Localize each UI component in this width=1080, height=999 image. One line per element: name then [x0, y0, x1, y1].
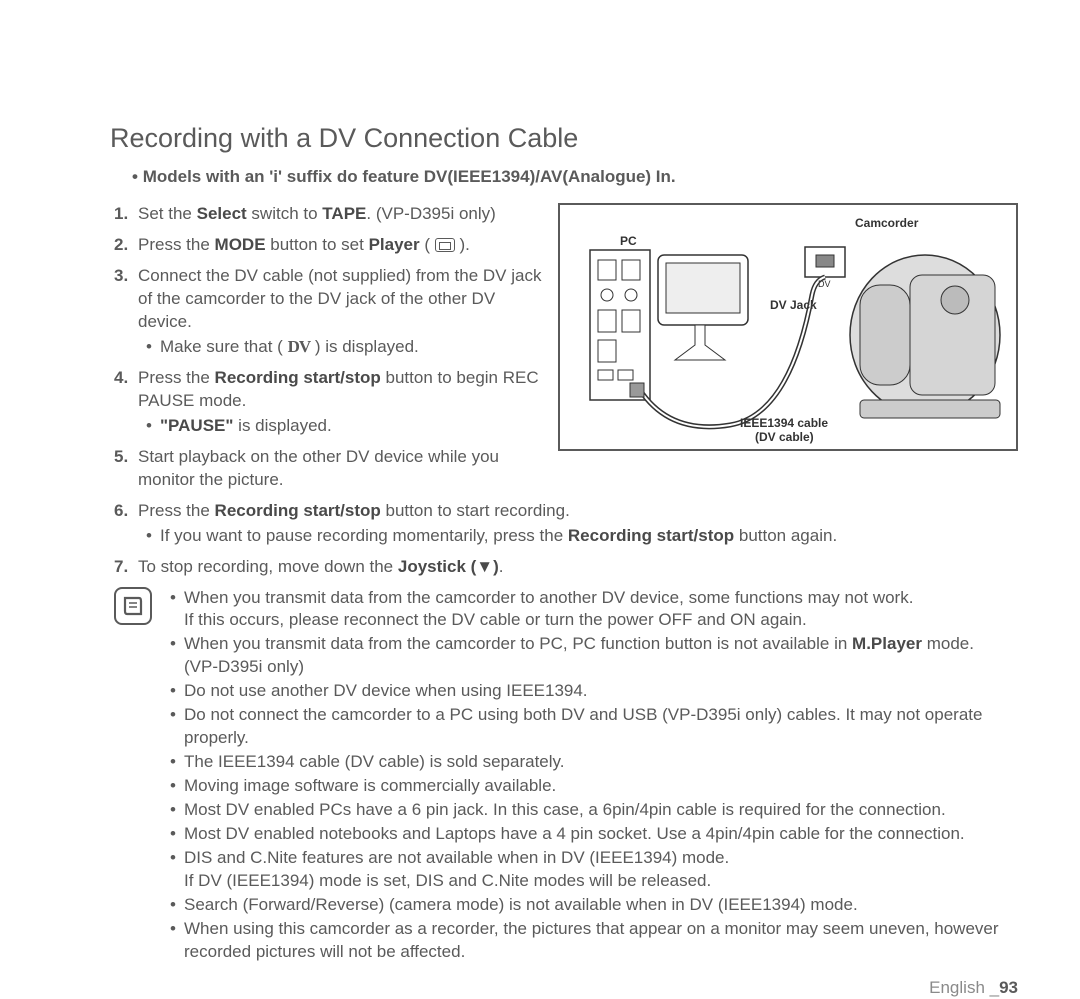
step-4-sub: "PAUSE" is displayed. [138, 415, 544, 438]
notes-list: When you transmit data from the camcorde… [166, 587, 1018, 965]
note-icon [114, 587, 152, 625]
step-7: To stop recording, move down the Joystic… [110, 556, 1018, 579]
step-5: Start playback on the other DV device wh… [110, 446, 544, 492]
note-6: Moving image software is commercially av… [166, 775, 1018, 798]
diagram-label-cable2: (DV cable) [755, 429, 814, 445]
step-3-sub: Make sure that ( DV ) is displayed. [138, 336, 544, 359]
note-5: The IEEE1394 cable (DV cable) is sold se… [166, 751, 1018, 774]
note-11: When using this camcorder as a recorder,… [166, 918, 1018, 964]
note-10: Search (Forward/Reverse) (camera mode) i… [166, 894, 1018, 917]
step-2: Press the MODE button to set Player ( ). [110, 234, 544, 257]
note-8: Most DV enabled notebooks and Laptops ha… [166, 823, 1018, 846]
subtitle: • Models with an 'i' suffix do feature D… [132, 166, 1018, 189]
step-6: Press the Recording start/stop button to… [110, 500, 1018, 548]
player-icon [435, 238, 455, 252]
diagram-column: PC Camcorder DV DV Jack IEEE1394 cable (… [558, 203, 1018, 499]
connection-diagram: PC Camcorder DV DV Jack IEEE1394 cable (… [558, 203, 1018, 451]
steps-column: Set the Select switch to TAPE. (VP-D395i… [110, 203, 544, 499]
diagram-label-camcorder: Camcorder [855, 215, 918, 231]
note-2: When you transmit data from the camcorde… [166, 633, 1018, 679]
note-1: When you transmit data from the camcorde… [166, 587, 1018, 633]
note-9: DIS and C.Nite features are not availabl… [166, 847, 1018, 893]
note-3: Do not use another DV device when using … [166, 680, 1018, 703]
diagram-label-dv: DV [818, 278, 831, 290]
page-footer: English _93 [110, 977, 1018, 999]
diagram-label-pc: PC [620, 233, 637, 249]
note-4: Do not connect the camcorder to a PC usi… [166, 704, 1018, 750]
step-1: Set the Select switch to TAPE. (VP-D395i… [110, 203, 544, 226]
step-6-sub: If you want to pause recording momentari… [138, 525, 1018, 548]
dv-icon: DV [288, 337, 311, 356]
note-7: Most DV enabled PCs have a 6 pin jack. I… [166, 799, 1018, 822]
step-3: Connect the DV cable (not supplied) from… [110, 265, 544, 359]
page-title: Recording with a DV Connection Cable [110, 120, 1018, 156]
step-4: Press the Recording start/stop button to… [110, 367, 544, 438]
diagram-label-dvjack: DV Jack [770, 297, 817, 313]
